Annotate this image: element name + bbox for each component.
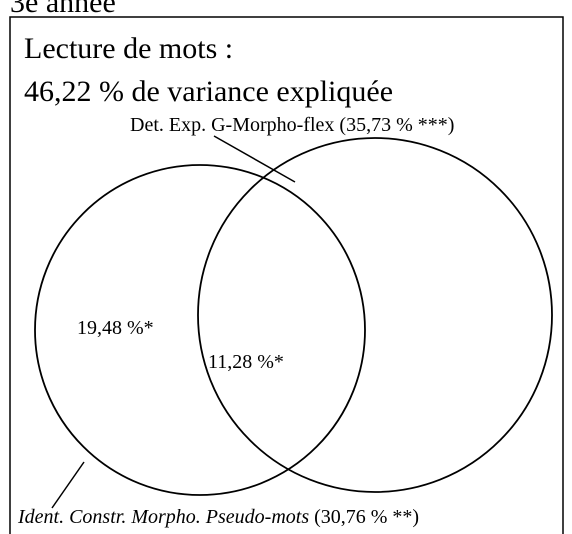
region-label: 19,48 %* [77, 317, 154, 339]
circle-left [34, 164, 366, 496]
panel-title-line: 46,22 % de variance expliquée [24, 75, 393, 108]
panel-title-line: Lecture de mots : [24, 32, 233, 65]
page-heading: 3e année [10, 0, 116, 19]
leader-line [51, 461, 85, 509]
panel-frame [9, 16, 564, 534]
circle-right [197, 137, 553, 493]
circle-name: Ident. Constr. Morpho. Pseudo-mots [17, 506, 309, 528]
leader-line [213, 135, 296, 183]
circle-label: Det. Exp. G-Morpho-flex (35,73 % ***) [130, 114, 454, 136]
circle-label: Ident. Constr. Morpho. Pseudo-mots (30,7… [17, 506, 419, 528]
circle-name: Det. Exp. G-Morpho-flex [130, 114, 334, 136]
circle-value: (30,76 % **) [314, 506, 419, 528]
region-label: 11,28 %* [208, 351, 284, 373]
circle-value: (35,73 % ***) [339, 114, 454, 136]
